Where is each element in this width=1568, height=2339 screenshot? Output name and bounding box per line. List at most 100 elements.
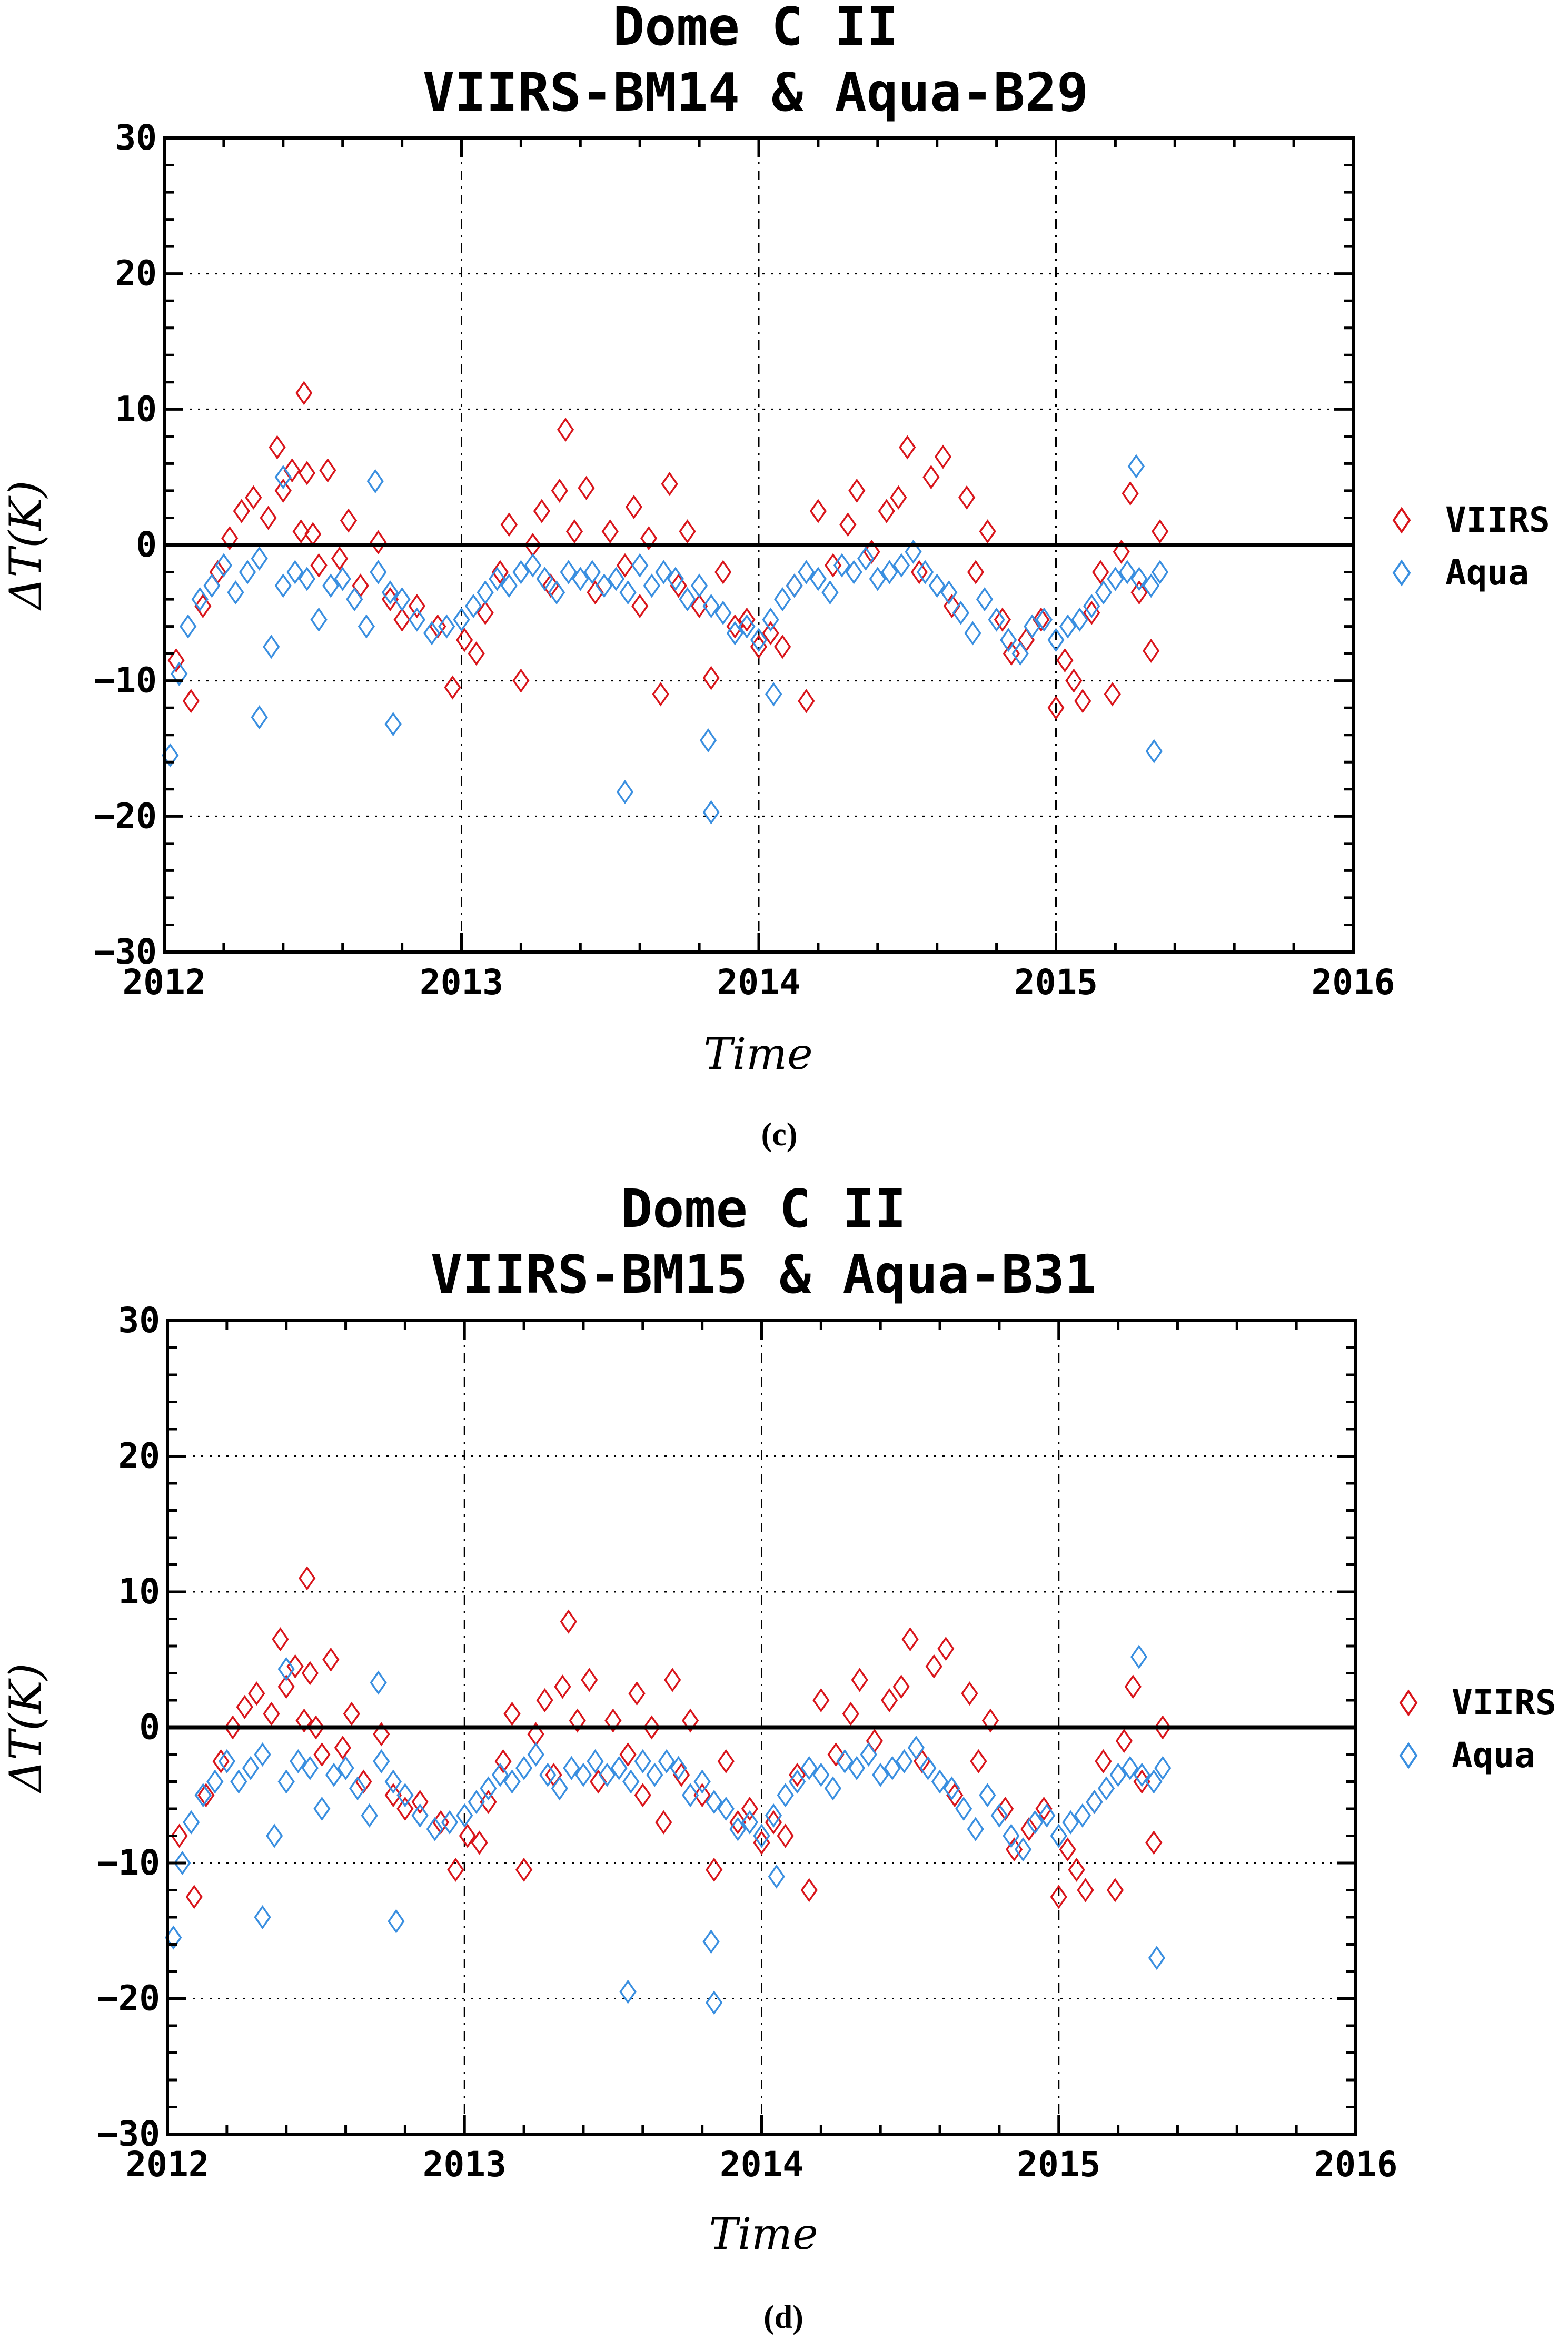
aqua-point xyxy=(574,1762,592,1787)
aqua-point xyxy=(768,1864,785,1889)
aqua-point xyxy=(643,573,660,598)
aqua-point xyxy=(563,1756,580,1780)
aqua-point xyxy=(1059,614,1077,639)
viirs-point xyxy=(670,573,687,598)
y-axis-label-main: ΔT xyxy=(0,545,52,611)
viirs-point xyxy=(604,1708,622,1733)
legend-aqua-label: Aqua xyxy=(1452,1735,1535,1776)
viirs-point xyxy=(616,553,634,578)
legend: VIIRS Aqua xyxy=(1399,1682,1556,1776)
aqua-point xyxy=(699,728,717,753)
viirs-point xyxy=(1086,1790,1103,1815)
x-axis-tick-labels: 2012 2013 2014 2015 2016 xyxy=(126,2144,1398,2185)
aqua-point xyxy=(254,1905,271,1930)
aqua-point xyxy=(408,607,425,632)
aqua-point xyxy=(539,1762,557,1787)
viirs-point xyxy=(471,1830,488,1855)
aqua-point xyxy=(468,1790,485,1815)
viirs-point xyxy=(194,593,212,619)
viirs-legend-diamond xyxy=(1399,1689,1418,1717)
viirs-point xyxy=(800,1878,818,1902)
aqua-point xyxy=(290,1749,307,1773)
x-tick-label: 2012 xyxy=(123,962,206,1003)
aqua-point xyxy=(503,1769,521,1794)
viirs-point xyxy=(741,1796,759,1821)
viirs-point xyxy=(717,1749,735,1773)
aqua-point xyxy=(1109,1762,1127,1787)
aqua-point xyxy=(251,546,268,571)
viirs-point xyxy=(777,1823,794,1848)
y-tick-label: −10 xyxy=(97,1842,160,1883)
viirs-series xyxy=(171,1566,1172,1909)
viirs-point xyxy=(1092,560,1109,584)
viirs-point xyxy=(503,1701,521,1726)
aqua-point xyxy=(964,621,981,646)
aqua-point xyxy=(896,1749,913,1773)
y-axis-tick-labels: 30 20 10 0 −10 −20 −30 xyxy=(94,117,157,972)
viirs-point xyxy=(762,621,779,646)
y-tick-label: −10 xyxy=(94,660,157,701)
viirs-point xyxy=(396,1796,414,1821)
grid-lines xyxy=(167,1321,1356,2134)
aqua-point xyxy=(1145,739,1163,764)
viirs-point xyxy=(1077,1878,1094,1902)
aqua-point xyxy=(616,779,634,805)
aqua-point xyxy=(1118,560,1136,584)
aqua-point xyxy=(610,1756,628,1780)
viirs-point xyxy=(661,471,678,497)
aqua-point xyxy=(905,539,922,564)
viirs-point xyxy=(934,444,952,469)
viirs-point xyxy=(809,499,827,523)
viirs-point xyxy=(236,1694,253,1719)
aqua-point xyxy=(313,1796,331,1821)
viirs-point xyxy=(447,1857,464,1882)
aqua-point xyxy=(548,580,565,605)
aqua-point xyxy=(967,1817,984,1841)
axis-ticks xyxy=(163,136,1355,954)
viirs-point xyxy=(536,1688,553,1713)
plot-area xyxy=(165,1319,1357,2136)
aqua-point xyxy=(848,1756,866,1780)
viirs-point xyxy=(411,1790,429,1815)
y-axis-label-unit: (K) xyxy=(0,1663,52,1731)
aqua-point xyxy=(762,607,779,632)
viirs-point xyxy=(994,607,1011,632)
viirs-point xyxy=(899,435,916,460)
viirs-point xyxy=(299,1566,316,1591)
viirs-point xyxy=(625,494,643,519)
aqua-point xyxy=(892,553,910,578)
legend-viirs-marker xyxy=(1399,1689,1418,1717)
viirs-point xyxy=(512,668,530,693)
viirs-point xyxy=(313,1742,331,1767)
aqua-point xyxy=(491,1762,509,1787)
aqua-point xyxy=(860,1742,877,1767)
viirs-point xyxy=(292,519,310,544)
viirs-point xyxy=(352,573,369,598)
aqua-point xyxy=(358,614,375,639)
x-axis-label: Time xyxy=(709,2209,818,2259)
viirs-point xyxy=(1033,607,1050,632)
aqua-point xyxy=(1011,641,1029,666)
aqua-point xyxy=(726,621,743,646)
viirs-point xyxy=(1020,1817,1038,1841)
aqua-point xyxy=(1151,560,1169,584)
viirs-point xyxy=(307,1715,325,1740)
viirs-point xyxy=(1059,1837,1076,1862)
x-tick-label: 2014 xyxy=(717,962,801,1003)
viirs-point xyxy=(1065,668,1083,693)
aqua-point xyxy=(180,614,197,639)
aqua-point xyxy=(393,587,411,612)
aqua-point xyxy=(857,546,875,571)
aqua-point xyxy=(274,573,292,598)
panel-caption-c: (c) xyxy=(761,1117,798,1153)
x-axis-tick-labels: 2012 2013 2014 2015 2016 xyxy=(123,962,1395,1003)
aqua-point xyxy=(919,1756,937,1780)
viirs-point xyxy=(1154,1715,1172,1740)
viirs-point xyxy=(970,1749,987,1773)
legend: VIIRS Aqua xyxy=(1392,500,1550,593)
aqua-point xyxy=(596,573,613,598)
aqua-point xyxy=(438,614,455,639)
aqua-point xyxy=(884,1756,901,1780)
viirs-point xyxy=(1106,1878,1124,1902)
y-axis-label: ΔT(K) xyxy=(0,1663,52,1794)
